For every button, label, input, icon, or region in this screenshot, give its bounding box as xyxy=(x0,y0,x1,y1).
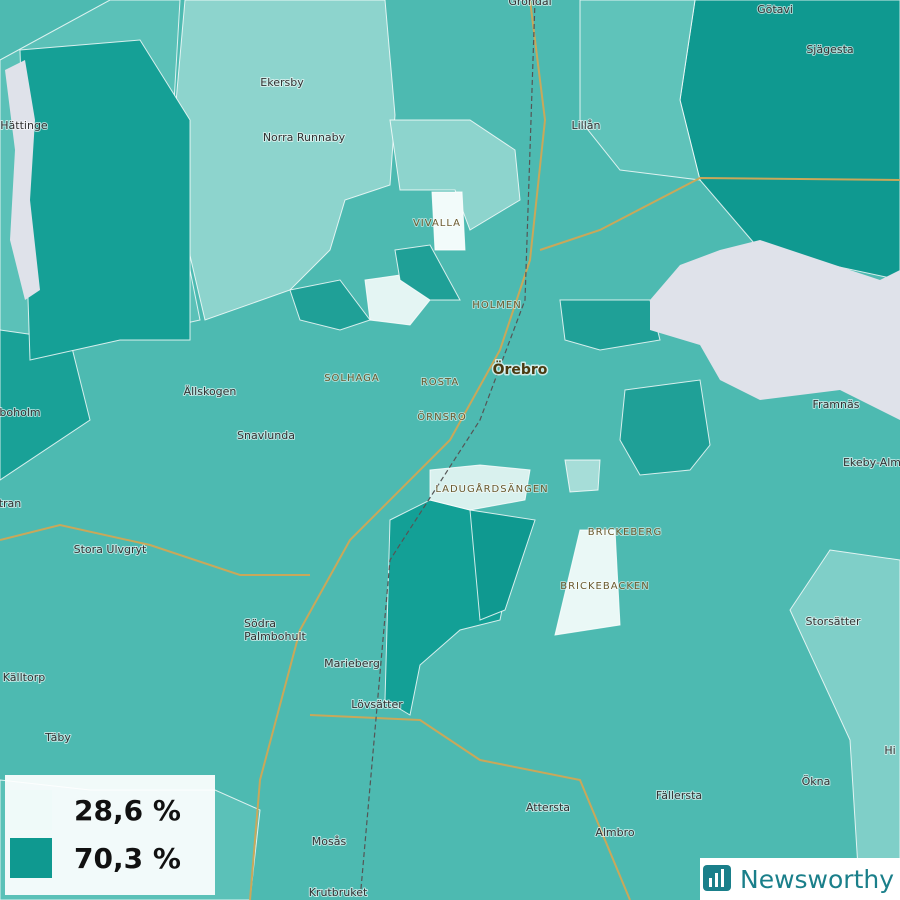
place-label: Framnäs xyxy=(813,398,860,411)
region xyxy=(789,549,900,900)
road xyxy=(539,176,900,251)
region xyxy=(559,299,661,351)
lake xyxy=(5,60,40,300)
brand-icon xyxy=(703,865,731,891)
region xyxy=(289,279,371,331)
region xyxy=(394,244,461,301)
place-label: VIVALLA xyxy=(413,218,461,229)
region xyxy=(389,119,521,231)
place-label: LADUGÅRDSÄNGEN xyxy=(435,482,548,495)
place-label: Ekersby xyxy=(260,76,304,89)
place-label: Källtorp xyxy=(3,671,45,684)
place-label: Attersta xyxy=(526,801,570,814)
place-label: boholm xyxy=(0,406,41,419)
place-label: Krutbruket xyxy=(309,886,368,899)
place-label: Storsätter xyxy=(806,615,861,628)
region xyxy=(579,0,701,181)
region xyxy=(431,191,466,251)
region xyxy=(429,464,531,511)
place-label: Lillån xyxy=(571,119,600,132)
road xyxy=(309,714,631,900)
brand-logo: Newsworthy xyxy=(700,858,900,900)
place-label: BRICKEBACKEN xyxy=(560,581,649,592)
place-label: Götavi xyxy=(757,3,793,16)
place-label: SOLHAGA xyxy=(324,373,380,384)
legend-label: 70,3 % xyxy=(74,841,181,875)
place-label: HOLMEN xyxy=(472,300,521,311)
region xyxy=(619,379,711,476)
legend-swatch xyxy=(10,790,52,830)
lake xyxy=(650,240,900,420)
region xyxy=(19,39,191,361)
place-label: ÖRNSRO xyxy=(417,410,466,423)
railway xyxy=(359,0,536,900)
legend-item: 70,3 % xyxy=(10,838,210,878)
region xyxy=(469,509,536,621)
place-label: Sjägesta xyxy=(806,43,853,56)
place-label: Täby xyxy=(44,731,71,744)
region xyxy=(564,459,601,493)
place-label: Ällskogen xyxy=(184,385,237,398)
place-label: Hättinge xyxy=(0,119,48,132)
legend-label: 28,6 % xyxy=(74,793,181,827)
place-label: Stora Ulvgryt xyxy=(74,543,147,556)
place-label: Ökna xyxy=(802,775,831,788)
place-label: tran xyxy=(0,497,21,510)
place-label: Fällersta xyxy=(656,789,702,802)
region xyxy=(554,529,621,636)
legend: 28,6 % 70,3 % xyxy=(5,775,215,895)
place-label: Örebro xyxy=(493,360,548,378)
legend-item: 28,6 % xyxy=(10,790,210,830)
place-label: Snavlunda xyxy=(237,429,295,442)
place-label: Almbro xyxy=(595,826,635,839)
place-label: Norra Runnaby xyxy=(263,131,346,144)
place-label: Palmbohult xyxy=(244,630,306,643)
place-label: BRICKEBERG xyxy=(588,527,663,538)
place-label: Ekeby-Alm xyxy=(843,456,900,469)
place-label: Lövsätter xyxy=(351,698,403,711)
place-label: Södra xyxy=(244,617,276,630)
road xyxy=(249,0,547,900)
place-label: Gröndal xyxy=(508,0,551,8)
road xyxy=(0,523,310,576)
place-label: Mosås xyxy=(312,835,347,848)
place-label: Hi xyxy=(884,744,895,757)
place-label: Marieberg xyxy=(324,657,380,670)
legend-swatch xyxy=(10,838,52,878)
brand-name: Newsworthy xyxy=(740,864,895,894)
place-label: ROSTA xyxy=(421,377,459,388)
